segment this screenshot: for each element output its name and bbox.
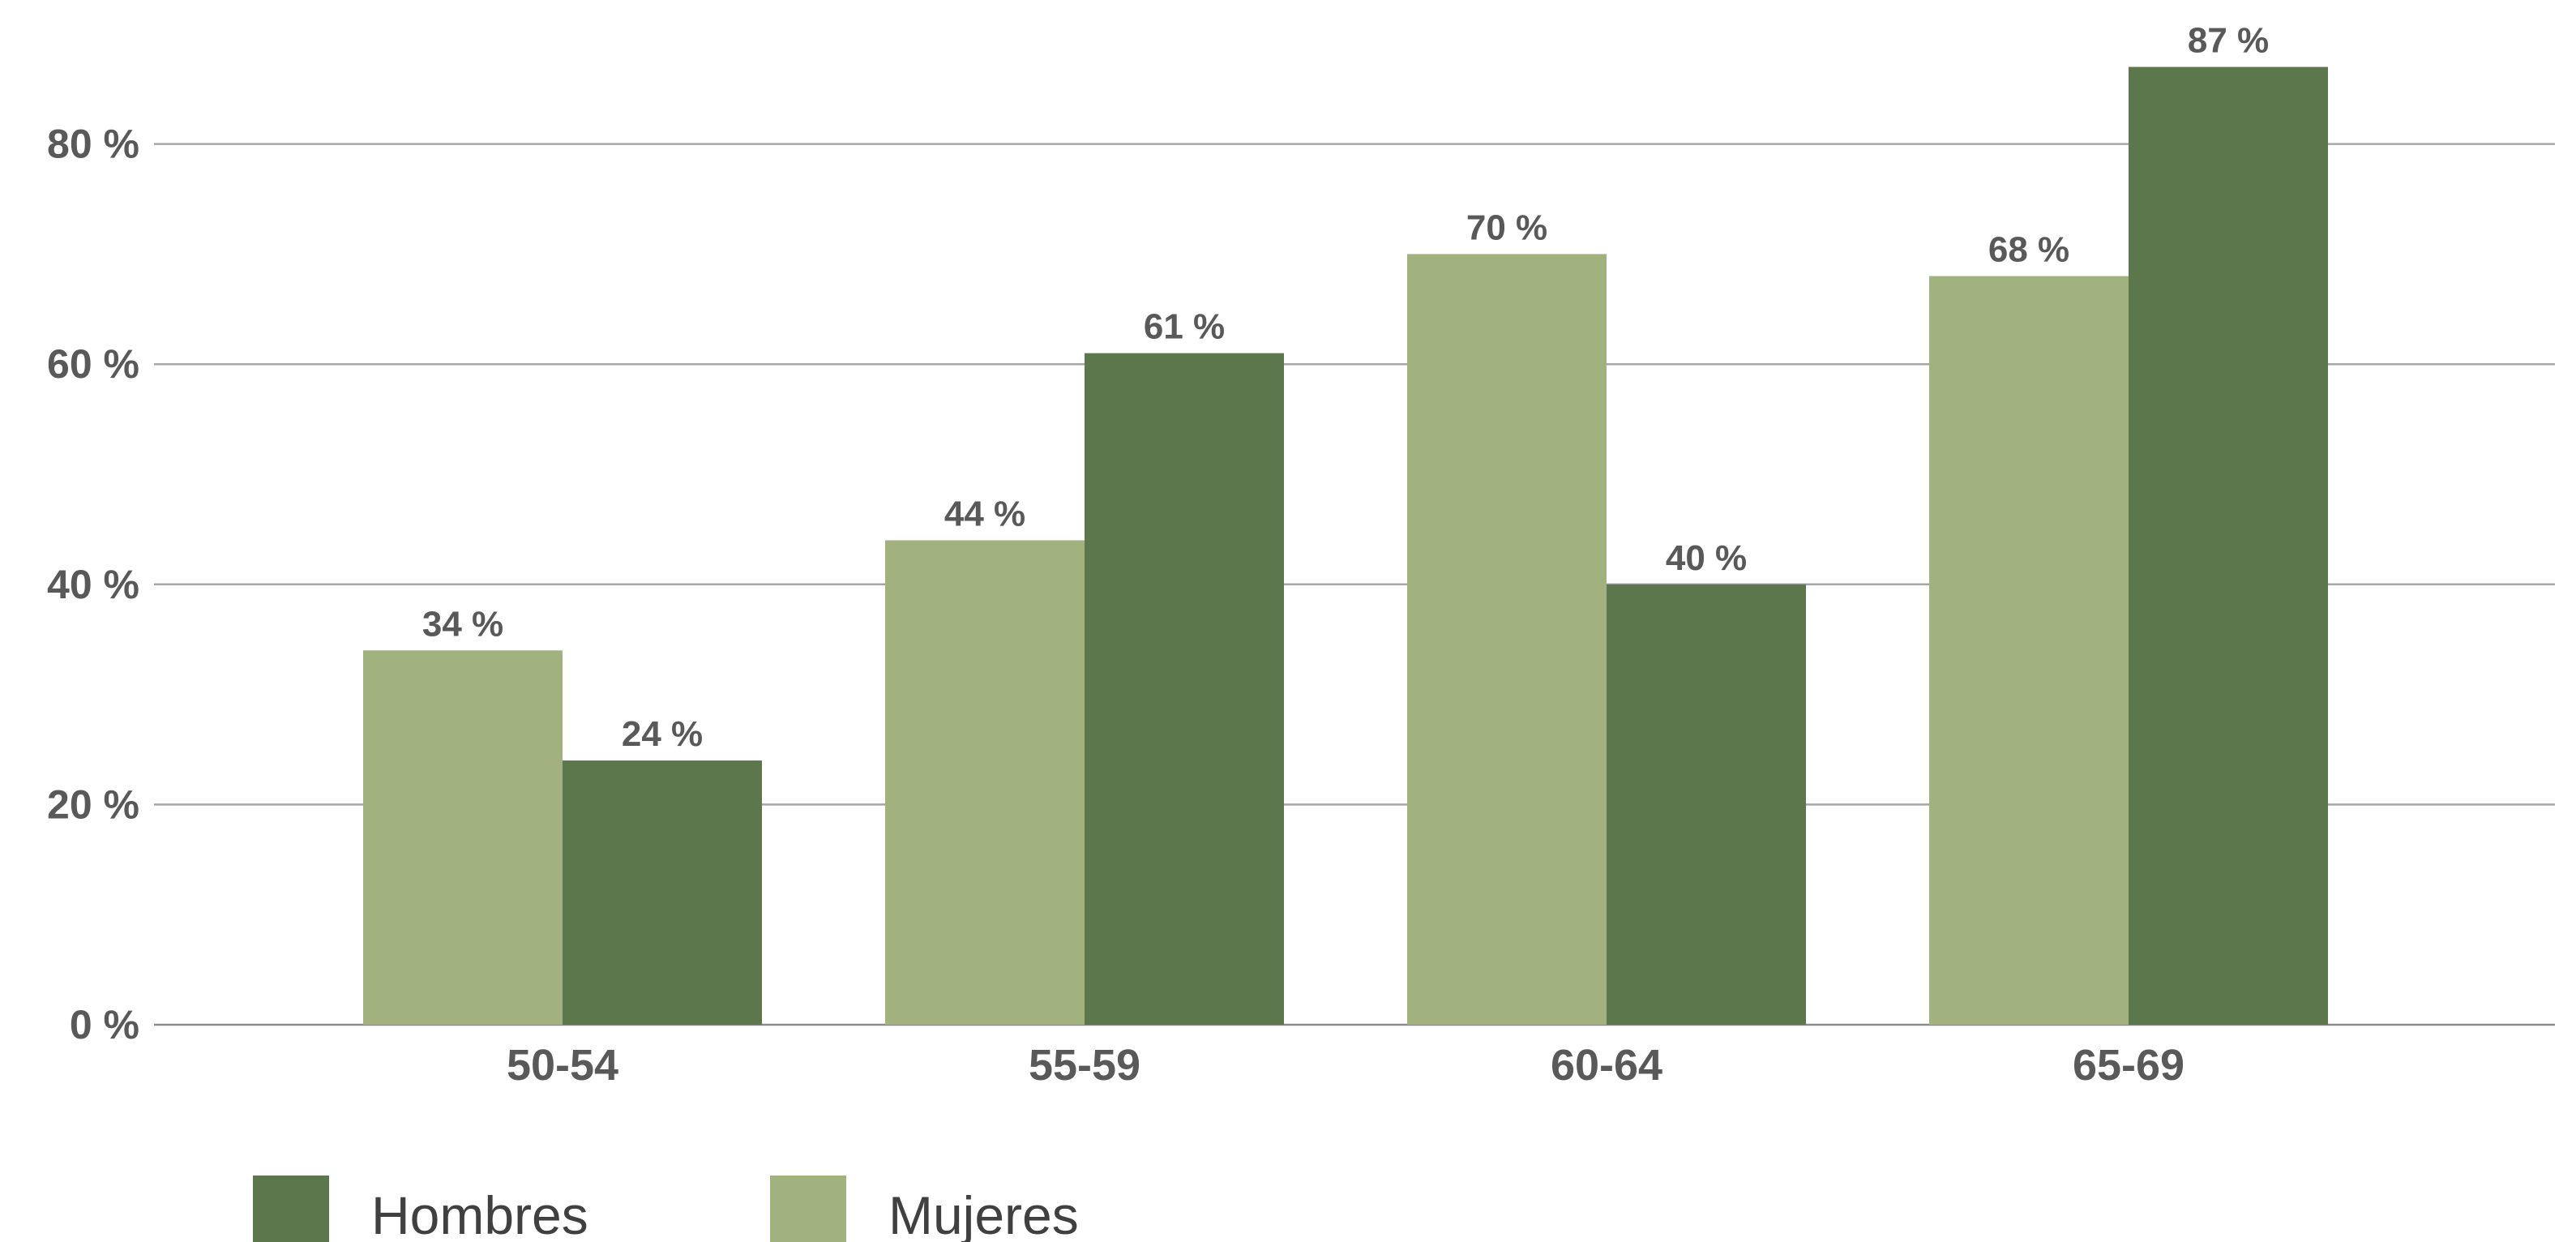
y-tick-label: 60 % <box>47 341 139 387</box>
x-tick-label: 65-69 <box>2073 1041 2184 1090</box>
bars <box>363 66 2328 1025</box>
data-labels: 34 % 24 % 44 % 61 % 70 % 40 % 68 % 87 % <box>422 21 2269 755</box>
data-label: 34 % <box>422 604 503 644</box>
legend-swatch-hombres <box>253 1176 329 1242</box>
x-tick-label: 55-59 <box>1029 1041 1140 1090</box>
bar-hombres-55-59 <box>1085 353 1284 1025</box>
y-axis-ticks: 0 % 20 % 40 % 60 % 80 % <box>47 122 139 1047</box>
data-label: 68 % <box>1988 230 2069 270</box>
data-label: 24 % <box>622 714 703 754</box>
x-tick-label: 60-64 <box>1551 1041 1662 1090</box>
data-label: 61 % <box>1144 307 1225 347</box>
x-tick-label: 50-54 <box>507 1041 618 1090</box>
data-label: 87 % <box>2188 21 2269 61</box>
bar-hombres-65-69 <box>2129 66 2328 1025</box>
bar-mujeres-65-69 <box>1929 276 2129 1025</box>
legend-label-hombres: Hombres <box>371 1185 588 1242</box>
bar-mujeres-50-54 <box>363 650 563 1025</box>
data-label: 40 % <box>1666 538 1747 578</box>
y-tick-label: 80 % <box>47 122 139 167</box>
y-tick-label: 20 % <box>47 782 139 827</box>
legend-label-mujeres: Mujeres <box>888 1185 1079 1242</box>
x-axis-ticks: 50-54 55-59 60-64 65-69 <box>507 1041 2184 1090</box>
data-label: 44 % <box>944 494 1025 533</box>
bar-hombres-60-64 <box>1607 584 1806 1025</box>
bar-hombres-50-54 <box>563 760 762 1025</box>
bar-mujeres-55-59 <box>885 540 1085 1025</box>
legend-swatch-mujeres <box>770 1176 846 1242</box>
legend: Hombres Mujeres <box>253 1176 1079 1242</box>
y-tick-label: 40 % <box>47 562 139 607</box>
bar-mujeres-60-64 <box>1407 254 1607 1025</box>
y-tick-label: 0 % <box>70 1002 139 1047</box>
data-label: 70 % <box>1466 208 1547 247</box>
